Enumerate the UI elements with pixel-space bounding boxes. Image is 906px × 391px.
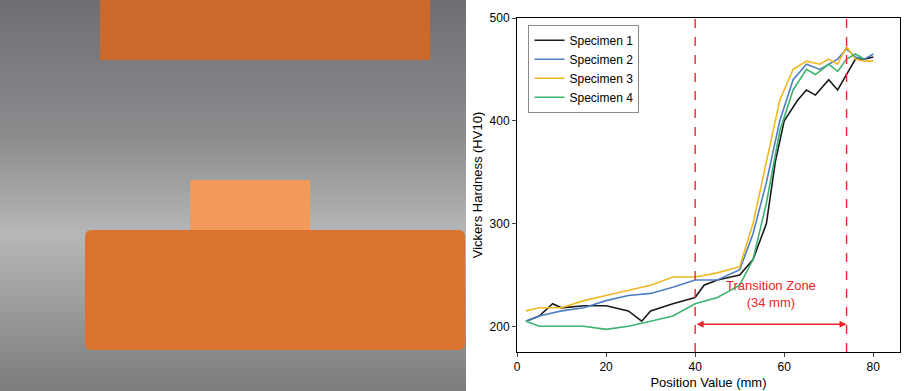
- svg-text:80: 80: [867, 360, 881, 374]
- svg-text:Position Value (mm): Position Value (mm): [650, 375, 766, 390]
- svg-text:60: 60: [778, 360, 792, 374]
- svg-text:200: 200: [490, 320, 510, 334]
- svg-text:Specimen 4: Specimen 4: [569, 91, 633, 105]
- svg-text:Vickers Hardness (HV10): Vickers Hardness (HV10): [470, 112, 485, 258]
- svg-text:0: 0: [514, 360, 521, 374]
- svg-text:500: 500: [490, 11, 510, 25]
- svg-text:Specimen 2: Specimen 2: [569, 53, 633, 67]
- svg-text:Specimen 3: Specimen 3: [569, 72, 633, 86]
- svg-text:400: 400: [490, 114, 510, 128]
- svg-text:40: 40: [688, 360, 702, 374]
- svg-text:Specimen 1: Specimen 1: [569, 34, 633, 48]
- svg-text:Transition Zone(34 mm): Transition Zone(34 mm): [726, 278, 816, 310]
- svg-text:20: 20: [599, 360, 613, 374]
- svg-text:300: 300: [490, 217, 510, 231]
